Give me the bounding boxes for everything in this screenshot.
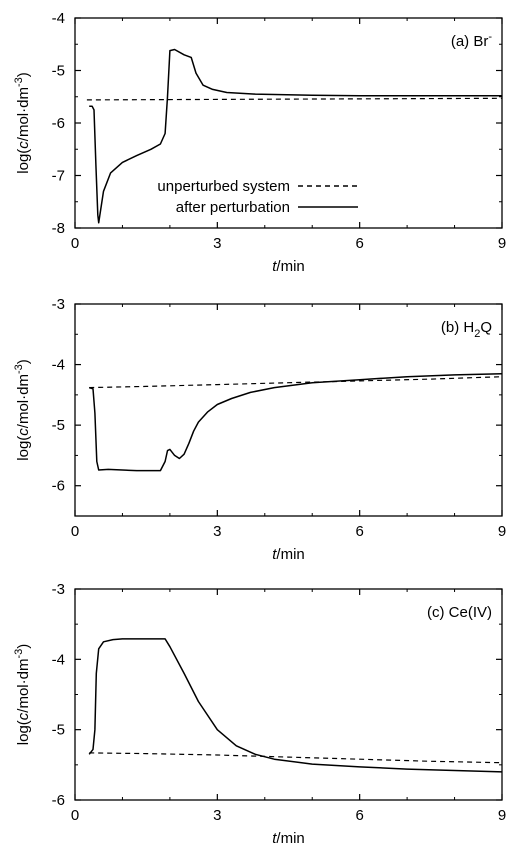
panel-label-suffix: Q <box>480 319 492 336</box>
y-axis-label-exponent: -3 <box>13 649 25 659</box>
y-tick-label: -6 <box>52 478 65 495</box>
y-axis-label-pre: log( <box>15 720 32 745</box>
panel-label-superscript: - <box>488 31 492 43</box>
y-axis-label-var: c <box>15 712 32 720</box>
x-tick-label: 6 <box>355 807 363 824</box>
x-tick-label: 3 <box>213 807 221 824</box>
y-axis-label-unit: /mol·dm <box>15 87 32 141</box>
y-tick-label: -6 <box>52 792 65 809</box>
panel-label: (b) H2Q <box>441 319 492 340</box>
y-tick-label: -8 <box>52 220 65 237</box>
y-axis-label-post: ) <box>15 359 32 364</box>
x-axis-label: t/min <box>272 546 305 563</box>
y-tick-label: -5 <box>52 722 65 739</box>
y-axis-label: log(c/mol·dm-3) <box>13 359 32 460</box>
panel-label-text: (b) H <box>441 319 474 336</box>
series-line-perturbed <box>89 48 502 224</box>
y-tick-label: -3 <box>52 296 65 313</box>
y-axis-label: log(c/mol·dm-3) <box>13 644 32 745</box>
panel-label-subscript: 2 <box>474 328 480 340</box>
series-line-perturbed <box>88 638 502 773</box>
x-axis-label-unit: /min <box>276 258 304 275</box>
x-tick-label: 0 <box>71 235 79 252</box>
y-tick-label: -5 <box>52 417 65 434</box>
x-tick-label: 3 <box>213 235 221 252</box>
plot-frame <box>74 17 503 229</box>
y-axis-label-var: c <box>15 141 32 149</box>
panel-label-text: (a) Br <box>451 33 489 50</box>
x-tick-label: 3 <box>213 523 221 540</box>
series-line-unperturbed <box>89 376 502 389</box>
x-tick-label: 9 <box>498 523 506 540</box>
legend-label: after perturbation <box>176 199 290 216</box>
x-tick-label: 0 <box>71 807 79 824</box>
x-tick-label: 9 <box>498 807 506 824</box>
panel-label: (c) Ce(IV) <box>427 604 492 621</box>
x-axis-label-unit: /min <box>276 830 304 847</box>
x-axis-label: t/min <box>272 258 305 275</box>
x-tick-label: 6 <box>355 235 363 252</box>
y-axis-label-exponent: -3 <box>13 77 25 87</box>
series-line-perturbed <box>88 372 502 472</box>
x-tick-label: 0 <box>71 523 79 540</box>
x-axis-label-var: t <box>272 830 277 847</box>
y-axis-label-pre: log( <box>15 149 32 174</box>
y-tick-label: -3 <box>52 581 65 598</box>
x-axis-label-unit: /min <box>276 546 304 563</box>
x-axis-label-var: t <box>272 546 277 563</box>
panel-a: 0 3 6 9 -4 -5 -6 -7 -8 t/min log(c/mol·dm-3) (a) Br… <box>13 10 506 275</box>
y-axis-label: log(c/mol·dm-3) <box>13 72 32 173</box>
x-axis-label: t/min <box>272 830 305 847</box>
x-tick-label: 9 <box>498 235 506 252</box>
panel-label: (a) Br- <box>451 31 493 50</box>
x-axis-label-var: t <box>272 258 277 275</box>
y-tick-label: -7 <box>52 168 65 185</box>
y-axis-label-unit: /mol·dm <box>15 659 32 713</box>
panel-label-text: (c) Ce(IV) <box>427 604 492 621</box>
x-tick-label: 6 <box>355 523 363 540</box>
series-line-unperturbed <box>89 752 502 764</box>
series-line-unperturbed <box>86 97 502 101</box>
y-axis-label-exponent: -3 <box>13 364 25 374</box>
y-axis-label-unit: /mol·dm <box>15 374 32 428</box>
plot-frame <box>74 303 503 517</box>
y-tick-label: -4 <box>52 10 65 27</box>
y-tick-label: -4 <box>52 357 65 374</box>
y-tick-label: -4 <box>52 651 65 668</box>
y-tick-label: -6 <box>52 115 65 132</box>
y-axis-label-var: c <box>15 428 32 436</box>
y-tick-label: -5 <box>52 63 65 80</box>
legend-label: unperturbed system <box>157 178 290 195</box>
y-axis-label-post: ) <box>15 72 32 77</box>
y-axis-label-pre: log( <box>15 436 32 461</box>
y-axis-label-post: ) <box>15 644 32 649</box>
